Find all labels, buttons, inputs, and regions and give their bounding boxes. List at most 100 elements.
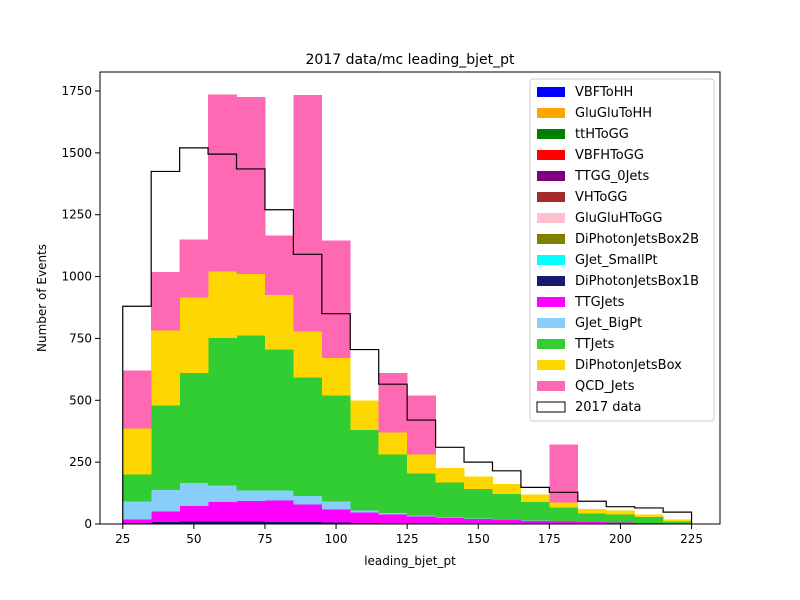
- bar-ttjets-bin-3: [208, 338, 237, 486]
- bar-gjet-bigpt-bin-7: [321, 501, 351, 510]
- legend-swatch: [537, 255, 565, 265]
- bar-ttgjets-bin-7: [321, 509, 351, 523]
- bar-qcd-jets-bin-10: [407, 395, 436, 455]
- x-tick-label: 25: [115, 532, 130, 546]
- x-axis-label: leading_bjet_pt: [364, 554, 456, 568]
- bar-diphotonjetsbox-bin-8: [350, 400, 380, 430]
- y-tick-label: 250: [69, 455, 92, 469]
- bar-diphotonjetsbox-bin-4: [236, 273, 266, 336]
- bar-gjet-bigpt-bin-3: [208, 485, 237, 503]
- bar-diphotonjetsbox1b-bin-4: [236, 521, 266, 524]
- bar-diphotonjetsbox-bin-7: [321, 358, 351, 396]
- bar-ttjets-bin-14: [520, 501, 550, 521]
- bar-diphotonjetsbox-bin-5: [264, 294, 294, 350]
- bar-diphotonjetsbox-bin-16: [577, 509, 607, 514]
- bar-diphotonjetsbox-bin-12: [464, 476, 493, 489]
- bar-ttgjets-bin-12: [464, 519, 493, 524]
- legend-swatch: [537, 192, 565, 202]
- legend-swatch: [537, 87, 565, 97]
- legend-label: VBFHToGG: [575, 148, 644, 163]
- legend-swatch: [537, 318, 565, 328]
- bar-diphotonjetsbox-bin-1: [151, 330, 180, 406]
- legend-swatch: [537, 339, 565, 349]
- legend-label: DiPhotonJetsBox2B: [575, 232, 699, 247]
- bar-ttgjets-bin-0: [122, 519, 152, 523]
- legend: VBFToHH GluGluToHH ttHToGG VBFHToGG TTGG_0Je…: [529, 78, 715, 422]
- bar-qcd-jets-bin-0: [122, 370, 152, 429]
- bar-gjet-bigpt-bin-2: [179, 483, 209, 507]
- legend-swatch: [537, 234, 565, 244]
- bar-ttjets-bin-5: [264, 349, 294, 491]
- bar-qcd-jets-bin-2: [179, 239, 209, 298]
- legend-label: GluGluToHH: [575, 106, 652, 121]
- y-tick-label: 750: [69, 331, 92, 345]
- bar-diphotonjetsbox1b-bin-2: [179, 521, 209, 524]
- legend-swatch: [537, 213, 565, 223]
- bar-diphotonjetsbox-bin-9: [378, 432, 408, 455]
- bar-gjet-bigpt-bin-4: [236, 490, 266, 501]
- bar-qcd-jets-bin-9: [378, 373, 408, 433]
- x-tick-label: 50: [186, 532, 201, 546]
- legend-box: [529, 78, 715, 422]
- y-axis-label: Number of Events: [35, 244, 49, 352]
- legend-label: DiPhotonJetsBox: [575, 358, 682, 373]
- y-axis: 0 250 500 750 1000 1250 1500 1750: [61, 84, 100, 531]
- bar-ttgjets-bin-10: [407, 516, 436, 524]
- bar-diphotonjetsbox1b-bin-7: [321, 522, 351, 524]
- bar-diphotonjetsbox-bin-14: [520, 494, 550, 502]
- bar-diphotonjetsbox1b-bin-0: [122, 522, 152, 524]
- bar-ttjets-bin-1: [151, 405, 180, 490]
- bar-diphotonjetsbox-bin-6: [293, 331, 323, 378]
- legend-label: VBFToHH: [575, 85, 633, 100]
- legend-label: ttHToGG: [575, 127, 629, 142]
- bar-ttgjets-bin-9: [378, 514, 408, 524]
- x-axis: 25 50 75 100 125 150 175 200 225: [115, 524, 703, 546]
- data-histogram-outline: [122, 147, 693, 524]
- bar-diphotonjetsbox-bin-2: [179, 297, 209, 374]
- x-tick-label: 125: [396, 532, 419, 546]
- bar-qcd-jets-bin-5: [264, 235, 294, 295]
- x-tick-label: 150: [467, 532, 490, 546]
- bar-gjet-bigpt-bin-9: [378, 512, 408, 515]
- y-tick-label: 1250: [61, 208, 92, 222]
- bar-ttgjets-bin-16: [577, 522, 607, 524]
- bar-ttjets-bin-18: [634, 516, 664, 524]
- bar-ttjets-bin-10: [407, 473, 436, 516]
- x-tick-label: 225: [680, 532, 703, 546]
- y-tick-label: 500: [69, 393, 92, 407]
- bar-gjet-bigpt-bin-5: [264, 490, 294, 501]
- bar-gjet-bigpt-bin-8: [350, 510, 380, 513]
- bar-gjet-bigpt-bin-1: [151, 489, 180, 512]
- legend-label: TTGG_0Jets: [574, 169, 650, 184]
- bar-diphotonjetsbox-bin-10: [407, 454, 436, 474]
- bar-qcd-jets-bin-4: [236, 96, 266, 274]
- bar-diphotonjetsbox-bin-17: [606, 510, 635, 515]
- bar-ttgjets-bin-15: [549, 521, 579, 524]
- legend-swatch: [537, 276, 565, 286]
- legend-swatch: [537, 171, 565, 181]
- bar-qcd-jets-bin-1: [151, 272, 180, 331]
- bar-diphotonjetsbox-bin-19: [663, 519, 692, 522]
- legend-swatch: [537, 150, 565, 160]
- bar-ttjets-bin-7: [321, 395, 351, 502]
- bar-ttjets-bin-0: [122, 474, 152, 502]
- bar-diphotonjetsbox-bin-18: [634, 514, 664, 517]
- y-tick-label: 0: [84, 517, 92, 531]
- bar-ttjets-bin-6: [293, 377, 323, 497]
- legend-label: DiPhotonJetsBox1B: [575, 274, 699, 289]
- legend-swatch: [537, 129, 565, 139]
- x-tick-label: 200: [609, 532, 632, 546]
- legend-swatch: [537, 360, 565, 370]
- legend-label: VHToGG: [575, 190, 628, 205]
- bar-diphotonjetsbox1b-bin-6: [293, 522, 323, 524]
- bar-ttgjets-bin-4: [236, 500, 266, 522]
- x-tick-label: 75: [257, 532, 272, 546]
- bar-diphotonjetsbox1b-bin-5: [264, 522, 294, 524]
- bar-qcd-jets-bin-7: [321, 240, 351, 359]
- bar-ttgjets-bin-17: [606, 522, 635, 524]
- bar-ttjets-bin-11: [435, 482, 465, 518]
- legend-label: QCD_Jets: [575, 379, 635, 394]
- legend-swatch: [537, 297, 565, 307]
- bar-ttgjets-bin-13: [492, 520, 522, 524]
- bar-qcd-jets-bin-15: [549, 444, 579, 503]
